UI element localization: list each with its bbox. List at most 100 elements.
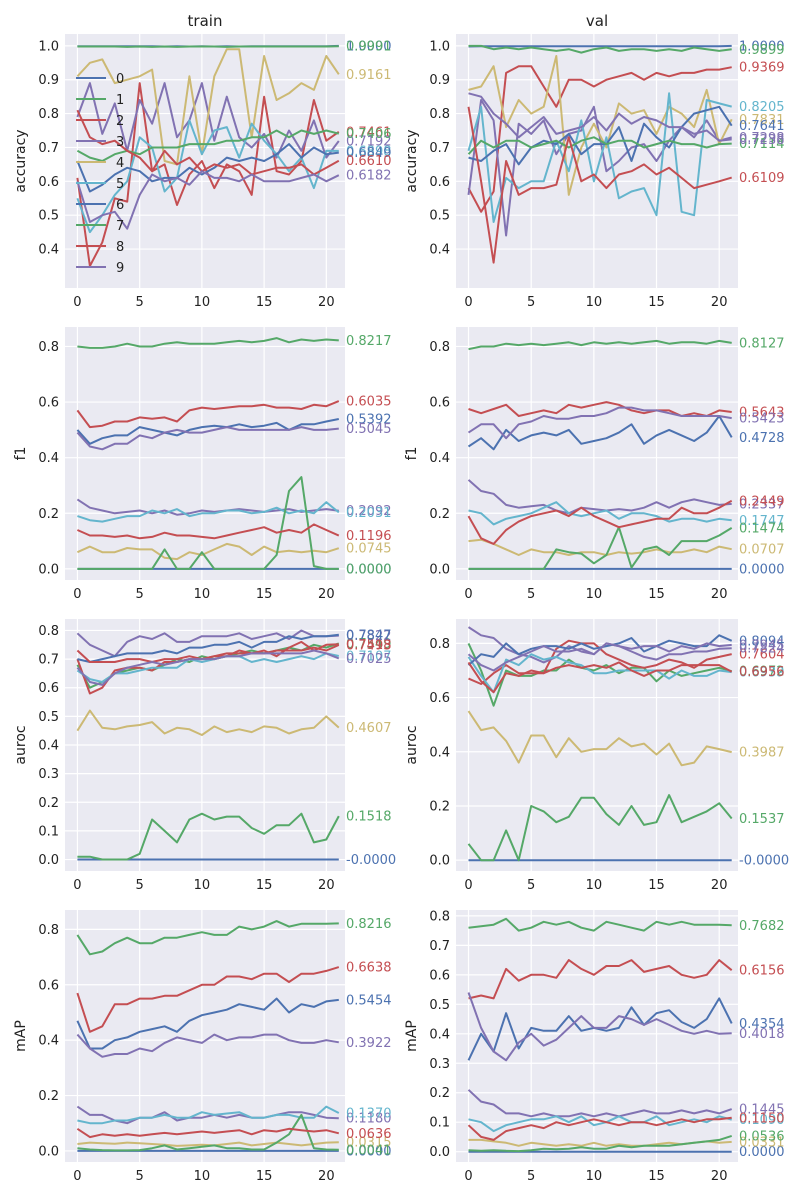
plot-background [456,34,738,288]
x-tick-label: 20 [711,295,728,310]
series-line-1 [76,920,339,956]
x-tick-label: 10 [194,878,211,893]
end-value-label-6: 0.4728 [739,431,785,446]
end-value-label-1: 0.8127 [739,336,785,351]
x-tick-label: 20 [711,878,728,893]
end-value-label-0: 1.0000 [346,39,392,54]
end-value-label-4: 0.0331 [739,1135,785,1150]
legend-label: 8 [116,240,124,255]
y-axis-label: f1 [404,447,420,461]
end-value-label-6: 0.6849 [346,146,392,161]
y-tick-label: 0.5 [429,209,450,224]
y-axis-label: auroc [404,725,420,764]
y-tick-label: 0.2 [38,796,59,811]
series-line-8 [467,1116,732,1141]
end-value-label-1: 0.8216 [346,917,392,932]
series-line-1 [468,339,732,351]
end-value-label-7: 0.1518 [346,810,392,825]
end-value-label-7: 0.1474 [739,521,785,536]
end-value-label-0: 0.0000 [346,562,392,577]
end-value-label-1: 0.6972 [739,665,785,680]
y-tick-label: 0.6 [38,681,59,696]
end-value-label-6: 0.5392 [346,412,392,427]
end-value-label-6: 0.7641 [739,119,785,134]
y-tick-label: 1.0 [429,39,450,54]
y-tick-label: 0.4 [38,243,59,258]
x-tick-label: 20 [711,1169,728,1184]
end-value-label-2: 0.6035 [346,395,392,410]
series-line-5 [77,1105,340,1125]
series-line-9 [76,649,340,686]
panel-val-accuracy: 0 5 10 15 20 0.4 0.5 0.6 0.7 0.8 0.9 1.0 accuracy val… [404,12,785,310]
y-axis-label: mAP [13,1020,29,1052]
x-tick-label: 5 [136,878,144,893]
x-tick-label: 10 [586,878,603,893]
x-tick-label: 5 [136,1169,144,1184]
end-value-label-9: 0.5045 [346,422,392,437]
x-tick-label: 5 [527,878,535,893]
y-tick-label: 0.8 [38,107,59,122]
end-value-label-3: 0.7822 [346,629,392,644]
series-line-4 [76,542,340,561]
series-line-1 [77,337,339,349]
y-tick-label: 0.1 [38,824,59,839]
x-tick-label: 10 [194,1169,211,1184]
series-line-9 [467,406,732,440]
end-value-label-9: 0.4018 [739,1027,785,1042]
end-value-label-2: 0.7461 [346,125,392,140]
y-tick-label: 0.0 [38,1144,59,1159]
series-line-9 [468,92,732,142]
x-tick-label: 15 [648,587,665,602]
y-tick-label: 0.6 [429,968,450,983]
series-line-7 [468,1134,733,1153]
series-line-9 [76,426,339,451]
y-axis-label: accuracy [404,129,420,192]
x-tick-label: 15 [256,878,273,893]
series-line-0 [468,44,732,48]
series-line-6 [76,143,339,193]
end-value-label-3: 0.1445 [739,1103,785,1118]
end-value-label-5: 0.6939 [739,666,785,681]
x-tick-label: 15 [648,295,665,310]
x-tick-label: 0 [464,1169,472,1184]
legend: 0 1 2 3 4 5 6 7 8 9 [76,72,124,276]
x-tick-label: 10 [586,1169,603,1184]
x-tick-label: 20 [318,295,335,310]
legend-label: 3 [116,135,124,150]
legend-label: 9 [116,261,124,276]
x-tick-label: 20 [318,587,335,602]
end-value-label-8: 0.7493 [346,638,392,653]
y-tick-label: 0.4 [429,243,450,258]
end-value-label-1: 0.9991 [346,40,392,55]
series-line-1 [468,917,732,932]
y-tick-label: 0.0 [429,562,450,577]
end-value-label-3: 0.2337 [739,497,785,512]
y-tick-label: 0.4 [38,739,59,754]
legend-label: 4 [116,156,124,171]
end-value-label-1: 0.7549 [346,637,392,652]
series-line-9 [467,992,732,1062]
x-tick-label: 0 [464,295,472,310]
y-tick-label: 0.7 [38,141,59,156]
panel-train-accuracy: 0 5 10 15 200.40.50.60.70.80.91.0accuracytra… [13,12,392,310]
y-tick-label: 0.0 [38,853,59,868]
end-value-label-7: 0.0536 [739,1129,785,1144]
legend-label: 7 [116,219,124,234]
series-line-5 [467,92,732,223]
series-line-2 [76,400,340,429]
plot-background [65,327,345,580]
end-value-label-4: 0.9161 [346,68,392,83]
end-value-label-8: 0.0636 [346,1127,392,1142]
y-tick-label: 0.1 [429,1116,450,1131]
series-line-2 [468,401,732,417]
end-value-label-4: 0.4607 [346,721,392,736]
series-line-8 [76,109,340,176]
y-tick-label: 0.6 [38,396,59,411]
x-tick-label: 20 [318,1169,335,1184]
y-tick-label: 0.4 [429,1027,450,1042]
y-tick-label: 0.6 [38,175,59,190]
end-value-label-3: 0.7824 [739,642,785,657]
end-value-label-4: 0.0707 [739,543,785,558]
end-value-label-1: 0.8217 [346,334,392,349]
y-tick-label: 0.0 [429,854,450,869]
